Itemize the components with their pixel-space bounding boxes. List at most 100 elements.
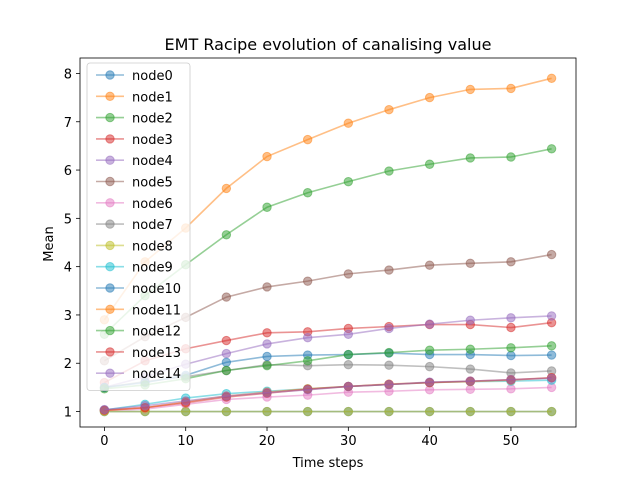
series-node8 [99,406,557,417]
y-tick-label: 4 [64,261,72,276]
data-point [221,230,232,240]
legend-entry-node4: node4 [96,154,173,169]
y-axis-label: Mean [42,226,57,261]
series-line-node6 [104,386,552,412]
data-point [546,341,557,351]
legend-entry-node3: node3 [96,133,173,148]
data-point [221,406,232,417]
y-tick-label: 8 [64,67,72,82]
data-point [384,104,394,115]
series-node14 [99,373,557,415]
plot-frame [79,57,577,428]
data-point [302,385,313,395]
data-point [424,361,435,372]
data-point [465,406,475,417]
legend: node0 node1 node2 node3 node4 node5 node6 node7… [86,62,191,391]
legend-marker [105,219,115,229]
x-axis-label: Time steps [292,456,364,471]
data-point [262,328,272,338]
legend-entry-node10: node10 [96,282,181,297]
legend-entry-node6: node6 [96,197,173,212]
data-point [140,401,150,411]
data-point [546,144,557,154]
data-point [343,269,354,279]
data-point [465,153,475,163]
data-point [384,360,394,370]
y-tick-label: 3 [64,309,72,324]
data-point [262,282,272,292]
legend-marker [105,155,115,165]
data-point [262,202,272,212]
data-point [343,359,354,370]
data-point [465,84,475,95]
x-tick-label: 30 [340,434,357,449]
data-point [343,118,354,128]
data-point [506,322,516,333]
legend-label: node8 [132,239,173,254]
data-point [506,257,516,267]
y-tick-label: 6 [64,164,72,179]
legend-entry-node2: node2 [96,112,173,127]
data-point [302,276,313,286]
data-point [262,339,272,349]
data-point [262,406,272,417]
data-point [384,323,394,334]
data-point [384,265,394,275]
data-point [262,151,272,162]
data-point [343,406,354,417]
data-point [546,373,557,383]
data-point [343,349,354,360]
y-tick-label: 2 [64,357,72,372]
data-point [221,348,232,359]
legend-label: node12 [132,325,181,340]
data-point [181,396,191,406]
legend-entry-node8: node8 [96,239,173,254]
data-point [99,404,110,415]
legend-marker [105,91,115,102]
legend-label: node3 [132,133,173,148]
data-point [424,406,435,417]
data-point [262,351,272,362]
data-point [424,159,435,169]
legend-entry-node13: node13 [96,346,181,361]
data-point [221,183,232,194]
legend-label: node14 [132,367,181,382]
y-tick-label: 1 [64,406,72,421]
y-tick-label: 7 [64,116,72,131]
data-point [384,166,394,176]
data-point [221,365,232,376]
legend-entry-node7: node7 [96,218,173,233]
data-point [384,406,394,417]
data-point [262,388,272,398]
legend-label: node10 [132,282,181,297]
y-tick-label: 5 [64,212,72,227]
data-point [302,406,313,417]
data-point [506,350,516,361]
legend-entry-node0: node0 [96,69,173,84]
legend-marker [105,325,115,336]
data-point [506,406,516,417]
data-point [343,381,354,392]
legend-entry-node1: node1 [96,90,173,105]
legend-label: node6 [132,197,173,212]
x-tick-label: 0 [100,434,108,449]
legend-marker [105,283,115,293]
x-tick-label: 10 [177,434,194,449]
data-point [262,360,272,371]
data-point [221,391,232,401]
legend-label: node1 [132,90,173,105]
data-point [546,311,557,321]
legend-marker [105,112,115,123]
data-point [506,374,516,385]
data-point [221,357,232,367]
legend-label: node5 [132,176,173,191]
data-point [181,406,191,417]
legend-entry-node9: node9 [96,261,173,276]
legend-marker [105,70,115,80]
legend-entry-node5: node5 [96,176,173,191]
legend-label: node4 [132,154,173,169]
x-tick-label: 50 [503,434,520,449]
legend-marker [105,262,115,272]
